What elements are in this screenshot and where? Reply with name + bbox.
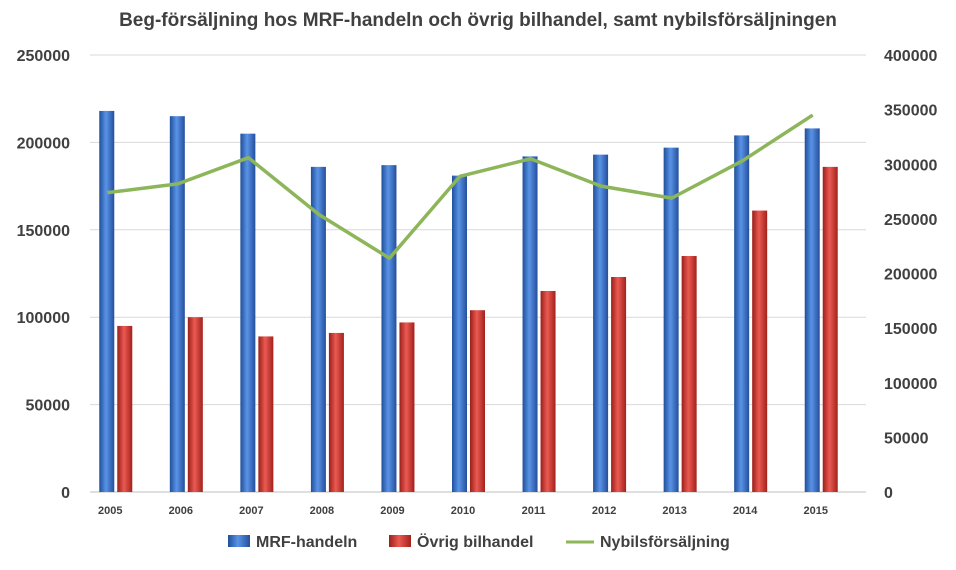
x-tick-label: 2011 [522,505,546,517]
bar-ovrig-bilhandel [752,210,768,492]
x-tick-label: 2012 [592,505,616,517]
x-tick-label: 2005 [98,505,122,517]
legend-swatch-ovrig [389,535,411,547]
y-left-tick-label: 50000 [26,398,71,415]
y-left-tick-label: 200000 [17,135,70,152]
x-tick-label: 2013 [662,505,686,517]
bar-ovrig-bilhandel [187,317,203,492]
x-tick-label: 2014 [733,505,758,517]
bar-mrf-handeln [240,133,256,492]
bar-ovrig-bilhandel [822,166,838,492]
bar-ovrig-bilhandel [258,336,274,492]
bar-mrf-handeln [381,165,397,492]
y-right-tick-label: 200000 [884,267,937,284]
x-tick-label: 2006 [169,505,193,517]
y-right-tick-label: 0 [884,485,893,502]
legend-swatch-mrf [228,535,250,547]
chart-title: Beg-försäljning hos MRF-handeln och övri… [119,10,837,31]
legend: MRF-handeln Övrig bilhandel Nybilsförsäl… [228,532,730,551]
y-right-tick-label: 150000 [884,321,937,338]
y-left-tick-label: 150000 [17,223,70,240]
bar-mrf-handeln [310,166,326,492]
bar-ovrig-bilhandel [399,322,415,492]
x-axis: 2005 2006 2007 2008 2009 2010 2011 2012 2013 2014… [98,505,828,517]
y-left-tick-label: 250000 [17,48,70,65]
x-tick-label: 2008 [310,505,334,517]
bar-ovrig-bilhandel [470,310,485,492]
y-right-tick-label: 50000 [884,430,929,447]
y-left-tick-label: 100000 [17,310,70,327]
y-axis-left: 0 50000 100000 150000 200000 250000 [17,48,70,502]
x-tick-label: 2010 [451,505,475,517]
line-series [107,113,814,260]
legend-label-ovrig: Övrig bilhandel [417,532,533,551]
bar-ovrig-bilhandel [117,325,133,492]
y-right-tick-label: 100000 [884,376,937,393]
bar-mrf-handeln [663,147,679,493]
bar-mrf-handeln [169,116,185,493]
x-tick-label: 2007 [239,505,263,517]
y-right-tick-label: 350000 [884,103,937,120]
line-nybilsforsaljning [107,113,814,260]
x-tick-label: 2015 [803,505,827,517]
y-right-tick-label: 300000 [884,157,937,174]
x-tick-label: 2009 [380,505,404,517]
bar-mrf-handeln [734,135,750,492]
bar-ovrig-bilhandel [540,290,556,492]
bar-mrf-handeln [522,156,538,492]
bars [99,110,838,493]
bar-mrf-handeln [99,110,115,492]
y-right-tick-label: 250000 [884,212,937,229]
legend-label-mrf: MRF-handeln [256,534,357,551]
bar-mrf-handeln [593,154,609,493]
y-right-tick-label: 400000 [884,48,937,65]
bar-ovrig-bilhandel [681,256,697,492]
legend-label-nybil: Nybilsförsäljning [600,534,730,551]
bar-mrf-handeln [804,128,820,492]
bar-ovrig-bilhandel [328,332,344,492]
bar-mrf-handeln [452,175,467,492]
bar-ovrig-bilhandel [611,276,627,492]
y-axis-right: 0 50000 100000 150000 200000 250000 300000 3500… [884,48,937,502]
y-left-tick-label: 0 [61,485,70,502]
